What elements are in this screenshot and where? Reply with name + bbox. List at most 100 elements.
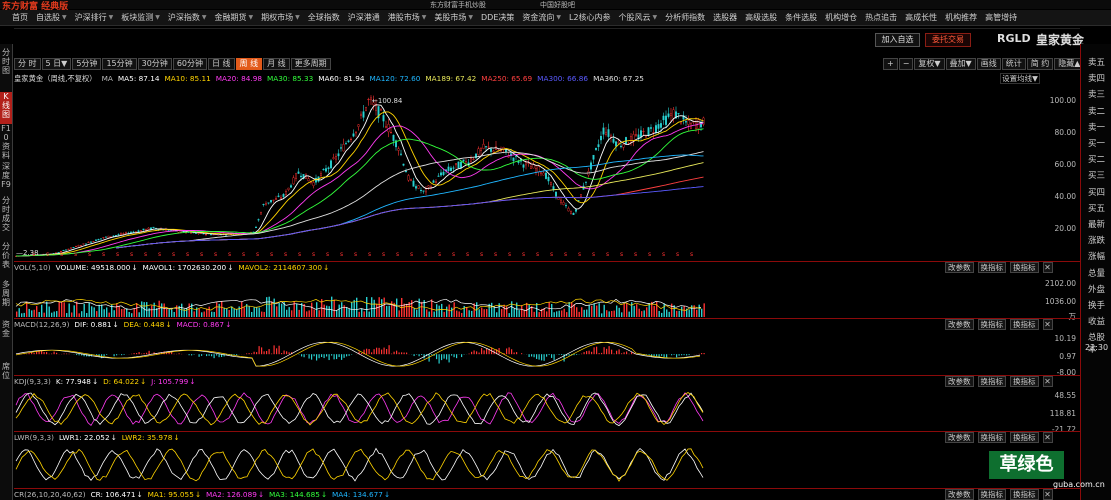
switch-indicator-button[interactable]: 换指标 — [1010, 319, 1039, 330]
menu-item[interactable]: 沪深港通 — [344, 10, 384, 26]
candle-body — [702, 117, 705, 125]
menu-item[interactable]: 港股市场 ▼ — [384, 10, 431, 26]
draw-line-button[interactable]: 画线 — [976, 57, 1001, 70]
switch-indicator-button[interactable]: 换指标 — [1010, 376, 1039, 387]
top-note-mobile[interactable]: 东方财富手机炒股 — [430, 1, 486, 9]
params-button[interactable]: 改参数 — [945, 432, 974, 443]
adjust-dropdown[interactable]: 复权▼ — [914, 57, 945, 70]
candle-body — [370, 97, 373, 101]
menu-item[interactable]: 资金流向 ▼ — [518, 10, 565, 26]
candle-body — [665, 115, 668, 125]
volume-bar — [213, 311, 215, 317]
volume-bar — [91, 306, 93, 317]
volume-bar — [678, 310, 680, 317]
period-button[interactable]: 5 日▼ — [41, 57, 72, 70]
switch-indicator-button[interactable]: 换指标 — [1010, 489, 1039, 500]
period-button[interactable]: 分 时 — [14, 57, 41, 70]
indicator-chart-kdj[interactable] — [14, 387, 1030, 431]
menu-item[interactable]: 自选股 ▼ — [32, 10, 71, 26]
period-button[interactable]: 月 线 — [263, 57, 290, 70]
candle-body — [472, 158, 475, 160]
menu-item[interactable]: 机构增仓 — [821, 10, 861, 26]
candle-body — [287, 187, 290, 190]
zoom-in-button[interactable]: + — [883, 57, 898, 70]
close-icon[interactable]: ✕ — [1042, 376, 1053, 387]
menu-item[interactable]: 高级选股 — [741, 10, 781, 26]
menu-item[interactable]: 金融期货 ▼ — [211, 10, 258, 26]
menu-item[interactable]: 全球指数 — [304, 10, 344, 26]
volume-bar — [46, 301, 48, 317]
menu-item[interactable]: 分析师指数 — [661, 10, 709, 26]
menu-item[interactable]: 美股市场 ▼ — [430, 10, 477, 26]
set-ma-dropdown[interactable]: 设置均线▼ — [1000, 73, 1040, 84]
period-button[interactable]: 15分钟 — [102, 57, 137, 70]
left-tab[interactable]: 深度F9 — [1, 162, 11, 189]
candle-body — [352, 133, 355, 137]
macd-bar — [83, 354, 85, 357]
params-button[interactable]: 改参数 — [945, 489, 974, 500]
left-tab[interactable]: 分时图 — [2, 48, 10, 75]
params-button[interactable]: 改参数 — [945, 319, 974, 330]
menu-item[interactable]: 沪深排行 ▼ — [71, 10, 118, 26]
menu-item[interactable]: DDE决策 — [477, 10, 518, 26]
swap-indicator-button[interactable]: 换指标 — [977, 489, 1006, 500]
params-button[interactable]: 改参数 — [945, 262, 974, 273]
swap-indicator-button[interactable]: 换指标 — [977, 376, 1006, 387]
switch-indicator-button[interactable]: 换指标 — [1010, 262, 1039, 273]
params-button[interactable]: 改参数 — [945, 376, 974, 387]
ma-value: MA60: 81.94 — [318, 74, 365, 83]
indicator-chart-vol[interactable] — [14, 273, 1030, 317]
left-tab[interactable]: 多周期 — [2, 280, 10, 307]
menu-item[interactable]: 首页 — [8, 10, 32, 26]
candle-body — [340, 147, 343, 149]
left-tab[interactable]: K线图 — [0, 92, 12, 124]
switch-indicator-button[interactable]: 换指标 — [1010, 432, 1039, 443]
entrust-trade-button[interactable]: 委托交易 — [925, 33, 971, 47]
left-tab[interactable]: F10资料 — [1, 124, 11, 160]
menu-item[interactable]: 板块监测 ▼ — [117, 10, 164, 26]
macd-bar — [278, 345, 280, 355]
menu-item[interactable]: 高成长性 — [901, 10, 941, 26]
period-button[interactable]: 日 线 — [208, 57, 235, 70]
candle-body — [204, 233, 207, 236]
swap-indicator-button[interactable]: 换指标 — [977, 319, 1006, 330]
candle-body — [660, 123, 663, 128]
close-icon[interactable]: ✕ — [1042, 319, 1053, 330]
left-tab[interactable]: 分时成交 — [2, 196, 10, 232]
menu-item[interactable]: 期权市场 ▼ — [257, 10, 304, 26]
volume-bar — [621, 312, 623, 317]
menu-item[interactable]: 选股器 — [709, 10, 741, 26]
swap-indicator-button[interactable]: 换指标 — [977, 432, 1006, 443]
top-note-guba[interactable]: 中国好股吧 — [540, 1, 575, 9]
close-icon[interactable]: ✕ — [1042, 489, 1053, 500]
volume-bar — [543, 308, 545, 317]
period-button[interactable]: 30分钟 — [137, 57, 172, 70]
simple-mode-button[interactable]: 简 约 — [1026, 57, 1054, 70]
menu-item[interactable]: L2核心内参 — [565, 10, 615, 26]
indicator-chart-lwr[interactable] — [14, 443, 1030, 487]
left-tab[interactable]: 资金 — [2, 320, 10, 338]
left-tab[interactable]: 席位 — [2, 362, 10, 380]
menu-item[interactable]: 高管增持 — [981, 10, 1021, 26]
add-favorite-button[interactable]: 加入自选 — [875, 33, 920, 47]
indicator-chart-macd[interactable] — [14, 330, 1030, 374]
volume-bar — [398, 310, 400, 317]
menu-item[interactable]: 机构推荐 — [941, 10, 981, 26]
close-icon[interactable]: ✕ — [1042, 432, 1053, 443]
close-icon[interactable]: ✕ — [1042, 262, 1053, 273]
menu-item[interactable]: 个股风云 ▼ — [615, 10, 662, 26]
left-tab[interactable]: 分价表 — [2, 242, 10, 269]
period-button[interactable]: 60分钟 — [172, 57, 207, 70]
zoom-out-button[interactable]: − — [898, 57, 914, 70]
period-button[interactable]: 5分钟 — [72, 57, 102, 70]
overlay-dropdown[interactable]: 叠加▼ — [945, 57, 976, 70]
menu-item[interactable]: 条件选股 — [781, 10, 821, 26]
swap-indicator-button[interactable]: 换指标 — [977, 262, 1006, 273]
period-button[interactable]: 周 线 — [235, 57, 263, 70]
macd-bar — [701, 353, 703, 355]
menu-item[interactable]: 热点追击 — [861, 10, 901, 26]
period-button[interactable]: 更多周期 — [290, 57, 331, 70]
menu-item[interactable]: 沪深指数 ▼ — [164, 10, 211, 26]
statistics-button[interactable]: 统计 — [1001, 57, 1026, 70]
